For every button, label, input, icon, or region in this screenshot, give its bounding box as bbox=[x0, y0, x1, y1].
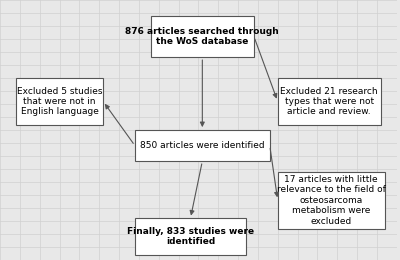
FancyBboxPatch shape bbox=[278, 78, 381, 125]
FancyBboxPatch shape bbox=[278, 172, 385, 229]
Text: 850 articles were identified: 850 articles were identified bbox=[140, 141, 265, 150]
Text: Excluded 5 studies
that were not in
English language: Excluded 5 studies that were not in Engl… bbox=[17, 87, 102, 116]
Text: Excluded 21 research
types that were not
article and review.: Excluded 21 research types that were not… bbox=[280, 87, 378, 116]
Text: 876 articles searched through
the WoS database: 876 articles searched through the WoS da… bbox=[126, 27, 279, 46]
FancyBboxPatch shape bbox=[135, 218, 246, 255]
FancyBboxPatch shape bbox=[135, 130, 270, 161]
Text: 17 articles with little
relevance to the field of
osteosarcoma
metabolism were
e: 17 articles with little relevance to the… bbox=[277, 175, 386, 225]
FancyBboxPatch shape bbox=[16, 78, 103, 125]
Text: Finally, 833 studies were
identified: Finally, 833 studies were identified bbox=[127, 227, 254, 246]
FancyBboxPatch shape bbox=[151, 16, 254, 57]
